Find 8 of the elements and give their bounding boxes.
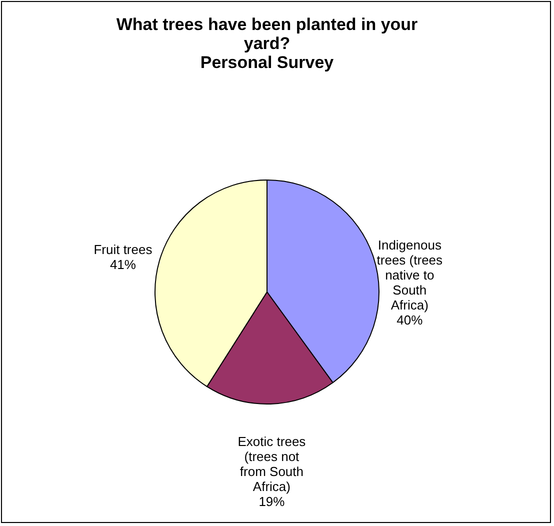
chart-title: What trees have been planted in your yard? — [116, 15, 418, 53]
chart-subtitle: Personal Survey — [200, 53, 334, 72]
slice-label: Indigenous trees (trees native to South Africa) — [376, 238, 444, 313]
data-label: 41% — [110, 257, 136, 272]
slice-label: Fruit trees — [94, 242, 153, 258]
data-label: 19% — [258, 494, 286, 509]
data-label: 40% — [396, 312, 424, 328]
slice-label: Exotic trees (trees not from South Africa) — [238, 434, 306, 494]
